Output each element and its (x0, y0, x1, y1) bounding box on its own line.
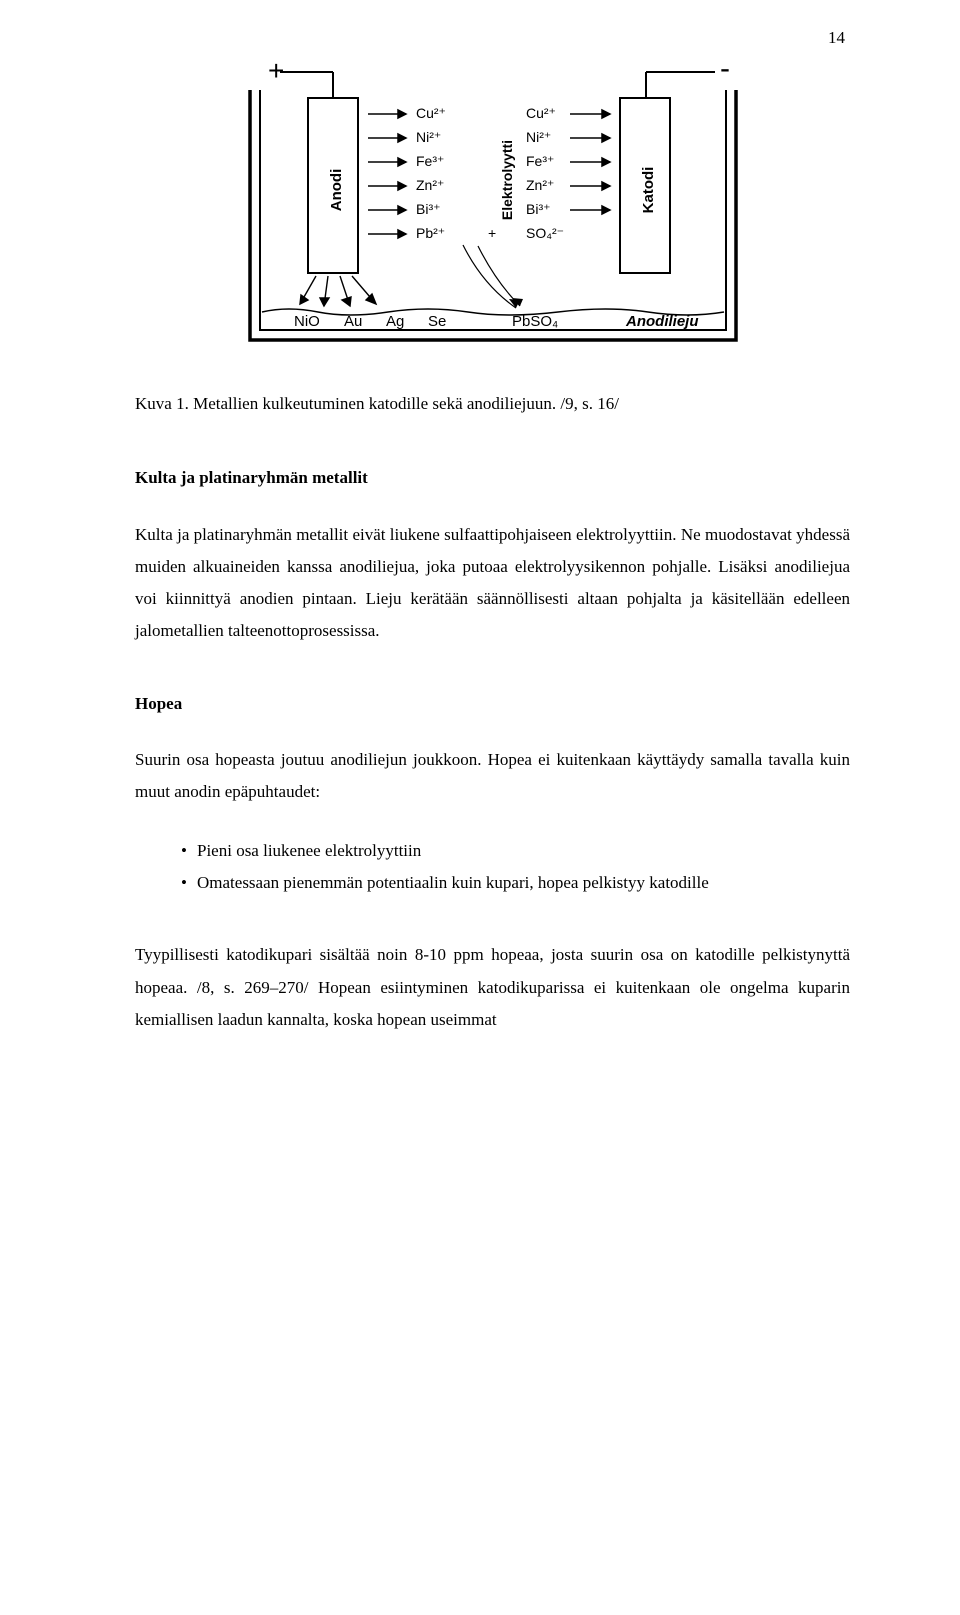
heading-silver: Hopea (135, 688, 850, 720)
svg-text:Ni²⁺: Ni²⁺ (416, 129, 441, 145)
svg-text:Zn²⁺: Zn²⁺ (416, 177, 444, 193)
svg-text:PbSO₄: PbSO₄ (512, 313, 558, 330)
bullet-item: •Pieni osa liukenee elektrolyyttiin (181, 835, 850, 867)
svg-text:Se: Se (428, 313, 446, 330)
svg-text:Cu²⁺: Cu²⁺ (526, 105, 556, 121)
svg-text:SO₄²⁻: SO₄²⁻ (526, 225, 564, 241)
anode-sign: + (268, 55, 284, 86)
svg-text:Pb²⁺: Pb²⁺ (416, 225, 445, 241)
page-number: 14 (828, 22, 845, 54)
svg-text:Bi³⁺: Bi³⁺ (416, 201, 441, 217)
svg-text:Bi³⁺: Bi³⁺ (526, 201, 551, 217)
svg-text:NiO: NiO (294, 313, 320, 330)
svg-text:Zn²⁺: Zn²⁺ (526, 177, 554, 193)
cathode-sign: - (720, 52, 730, 85)
para-silver-intro: Suurin osa hopeasta joutuu anodiliejun j… (135, 744, 850, 809)
svg-text:Anodilieju: Anodilieju (625, 313, 699, 330)
para-gold-pgm: Kulta ja platinaryhmän metallit eivät li… (135, 519, 850, 648)
svg-text:Ag: Ag (386, 313, 404, 330)
bullet-list: •Pieni osa liukenee elektrolyyttiin•Omat… (181, 835, 850, 900)
svg-text:Fe³⁺: Fe³⁺ (416, 153, 444, 169)
svg-text:Katodi: Katodi (640, 167, 657, 214)
svg-text:Fe³⁺: Fe³⁺ (526, 153, 554, 169)
heading-gold-pgm: Kulta ja platinaryhmän metallit (135, 462, 850, 494)
svg-text:Elektrolyytti: Elektrolyytti (499, 140, 515, 220)
svg-text:Anodi: Anodi (328, 169, 345, 212)
figure-caption: Kuva 1. Metallien kulkeutuminen katodill… (135, 388, 850, 420)
svg-text:+: + (488, 225, 496, 241)
svg-text:Cu²⁺: Cu²⁺ (416, 105, 446, 121)
electrolysis-figure: + - Anodi Katodi Elektrolyytti Cu²⁺ Ni²⁺ F… (228, 50, 758, 360)
para-silver-detail: Tyypillisesti katodikupari sisältää noin… (135, 939, 850, 1036)
svg-text:Au: Au (344, 313, 362, 330)
svg-text:Ni²⁺: Ni²⁺ (526, 129, 551, 145)
bullet-item: •Omatessaan pienemmän potentiaalin kuin … (181, 867, 850, 899)
